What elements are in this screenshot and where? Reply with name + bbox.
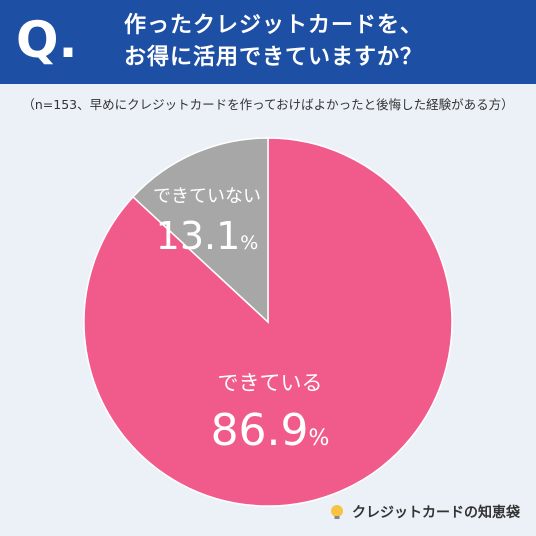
question-title: 作ったクレジットカードを、 お得に活用できていますか？ xyxy=(124,10,524,74)
sample-note: （n=153、早めにクレジットカードを作っておけばよかったと後悔した経験がある方… xyxy=(22,97,514,112)
slice-value-no: 13.1% xyxy=(156,214,259,258)
slice-value-yes-number: 86.9 xyxy=(211,405,309,456)
question-mark: Q. xyxy=(16,11,78,69)
question-title-line2: お得に活用できていますか？ xyxy=(124,45,424,70)
slice-label-no: できていない xyxy=(153,186,261,207)
slice-label-yes: できている xyxy=(218,371,323,395)
question-title-line1: 作ったクレジットカードを、 xyxy=(124,13,424,38)
pie-slice-no xyxy=(132,137,269,324)
slice-value-yes: 86.9% xyxy=(211,405,330,456)
question-header: Q. 作ったクレジットカードを、 お得に活用できていますか？ xyxy=(0,0,536,84)
slice-value-yes-unit: % xyxy=(309,426,330,451)
slice-value-no-unit: % xyxy=(240,232,258,254)
brand-name: クレジットカードの知恵袋 xyxy=(352,505,520,521)
lightbulb-icon xyxy=(331,505,343,519)
slice-value-no-number: 13.1 xyxy=(156,214,241,258)
brand-logo: クレジットカードの知恵袋 xyxy=(328,502,520,522)
